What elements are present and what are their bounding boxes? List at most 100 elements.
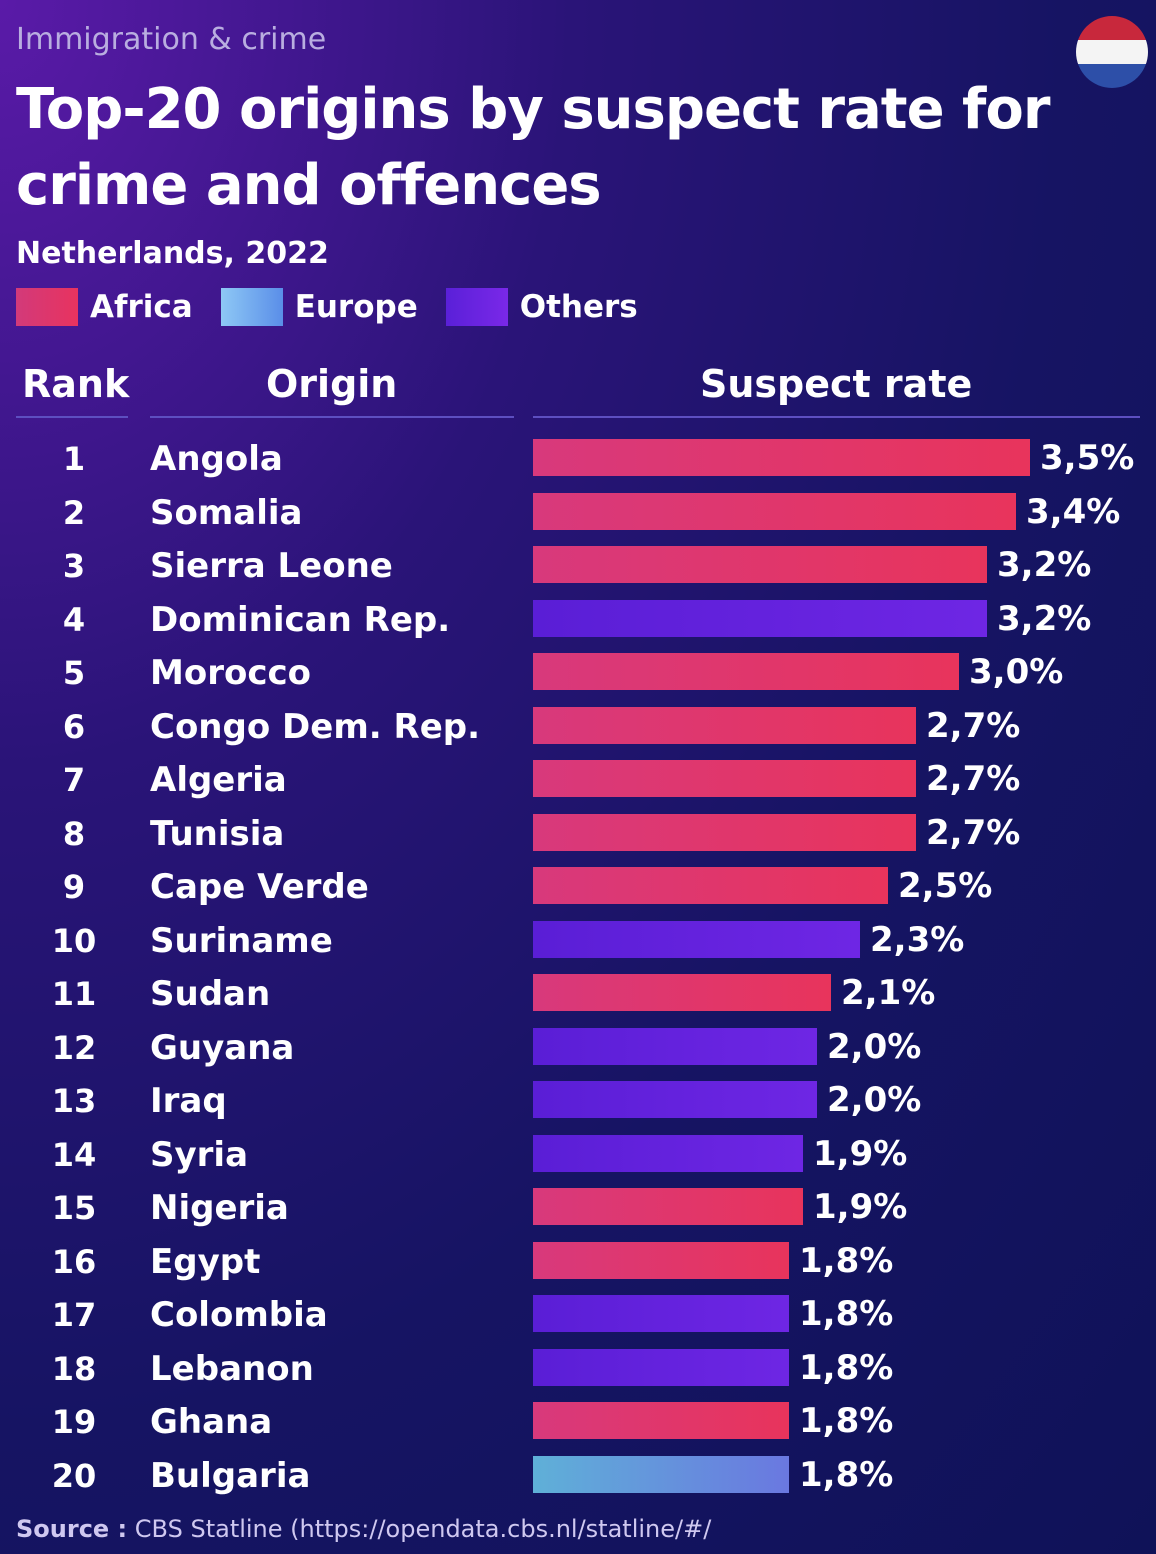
bar <box>533 653 959 690</box>
origin-label: Lebanon <box>150 1348 314 1389</box>
rank-label: 18 <box>51 1349 97 1388</box>
legend-item-europe: Europe <box>220 288 418 326</box>
data-label: 3,0% <box>969 652 1064 692</box>
data-label: 3,2% <box>997 598 1092 639</box>
data-label: 2,5% <box>898 866 993 906</box>
bar <box>533 439 1030 476</box>
legend-label-europe: Europe <box>294 289 418 325</box>
data-label: 1,8% <box>799 1294 894 1334</box>
data-label: 1,8% <box>799 1240 894 1281</box>
legend-item-africa: Africa <box>16 288 193 326</box>
rank-label: 19 <box>51 1403 97 1441</box>
origin-label: Syria <box>150 1134 249 1175</box>
data-label: 2,7% <box>926 705 1021 746</box>
data-label: 1,8% <box>799 1454 894 1495</box>
origin-label: Sudan <box>150 974 271 1014</box>
data-label: 2,7% <box>926 759 1021 799</box>
bar <box>533 974 831 1011</box>
origin-label: Algeria <box>150 760 287 800</box>
rank-label: 6 <box>62 707 86 746</box>
table-row: 4 Dominican Rep. 3,2% <box>0 596 1156 649</box>
header-rate-underline <box>533 416 1140 418</box>
origin-label: Bulgaria <box>150 1455 311 1496</box>
origin-label: Iraq <box>150 1081 227 1121</box>
origin-label: Morocco <box>150 653 311 693</box>
origin-label: Guyana <box>150 1027 295 1068</box>
rank-label: 1 <box>62 440 86 478</box>
rank-label: 3 <box>62 547 86 585</box>
source-note: Source : CBS Statline (https://opendata.… <box>16 1515 711 1543</box>
rank-label: 16 <box>51 1242 97 1281</box>
data-label: 2,0% <box>827 1026 922 1067</box>
origin-label: Nigeria <box>150 1188 289 1228</box>
bar <box>533 1134 803 1172</box>
table-row: 8 Tunisia 2,7% <box>0 810 1156 863</box>
legend-label-africa: Africa <box>90 289 193 325</box>
table-row: 17 Colombia 1,8% <box>0 1291 1156 1344</box>
data-label: 2,3% <box>870 919 965 960</box>
header-origin: Origin <box>266 362 398 406</box>
table-row: 6 Congo Dem. Rep. 2,7% <box>0 703 1156 756</box>
data-label: 2,0% <box>827 1080 922 1120</box>
chart-subtitle: Netherlands, 2022 <box>16 236 329 271</box>
data-label: 1,9% <box>813 1187 908 1227</box>
data-label: 2,1% <box>841 973 936 1013</box>
origin-label: Angola <box>150 439 283 479</box>
data-label: 3,5% <box>1040 438 1135 478</box>
origin-label: Suriname <box>150 920 333 961</box>
rank-label: 10 <box>51 921 97 960</box>
origin-label: Ghana <box>150 1402 273 1442</box>
header-rank-underline <box>16 416 128 418</box>
bar <box>533 813 916 851</box>
rank-label: 11 <box>51 975 97 1013</box>
chart-title: Top-20 origins by suspect rate for crime… <box>16 77 1051 218</box>
bar <box>533 1241 789 1279</box>
table-row: 13 Iraq 2,0% <box>0 1077 1156 1130</box>
rank-label: 8 <box>62 814 86 853</box>
legend: Africa Europe Others <box>16 286 666 328</box>
legend-label-others: Others <box>519 289 638 325</box>
source-label: Source : <box>16 1515 128 1543</box>
rank-label: 5 <box>62 654 86 692</box>
table-row: 14 Syria 1,9% <box>0 1131 1156 1184</box>
bar <box>533 546 987 583</box>
rank-label: 2 <box>62 493 86 532</box>
legend-swatch-africa <box>16 288 78 326</box>
rank-label: 13 <box>51 1082 97 1120</box>
bar <box>533 1027 817 1065</box>
kicker: Immigration & crime <box>16 22 327 57</box>
rank-label: 12 <box>51 1028 97 1067</box>
legend-item-others: Others <box>445 288 638 326</box>
bar <box>533 599 987 637</box>
rank-label: 4 <box>62 600 86 639</box>
rank-label: 17 <box>51 1296 97 1334</box>
rank-label: 15 <box>51 1189 97 1227</box>
table-row: 7 Algeria 2,7% <box>0 756 1156 809</box>
table-row: 11 Sudan 2,1% <box>0 970 1156 1023</box>
legend-swatch-others <box>445 288 508 326</box>
bar <box>533 706 916 744</box>
table-row: 1 Angola 3,5% <box>0 435 1156 488</box>
rank-label: 14 <box>51 1135 97 1174</box>
data-label: 3,2% <box>997 545 1092 585</box>
header-suspect-rate: Suspect rate <box>700 362 973 406</box>
origin-label: Congo Dem. Rep. <box>150 706 481 747</box>
table-row: 10 Suriname 2,3% <box>0 917 1156 970</box>
table-row: 16 Egypt 1,8% <box>0 1238 1156 1291</box>
netherlands-flag-icon <box>1076 16 1148 88</box>
origin-label: Sierra Leone <box>150 546 393 586</box>
table-row: 20 Bulgaria 1,8% <box>0 1452 1156 1505</box>
bar <box>533 1081 817 1118</box>
table-row: 18 Lebanon 1,8% <box>0 1345 1156 1398</box>
header-origin-underline <box>150 416 514 418</box>
rank-label: 7 <box>62 761 86 799</box>
table-row: 15 Nigeria 1,9% <box>0 1184 1156 1237</box>
source-text: CBS Statline (https://opendata.cbs.nl/st… <box>134 1515 712 1543</box>
origin-label: Egypt <box>150 1241 261 1282</box>
origin-label: Cape Verde <box>150 867 369 907</box>
data-label: 1,8% <box>799 1347 894 1388</box>
table-row: 5 Morocco 3,0% <box>0 649 1156 702</box>
bar <box>533 1455 789 1493</box>
data-label: 1,9% <box>813 1133 908 1174</box>
origin-label: Tunisia <box>150 813 285 854</box>
